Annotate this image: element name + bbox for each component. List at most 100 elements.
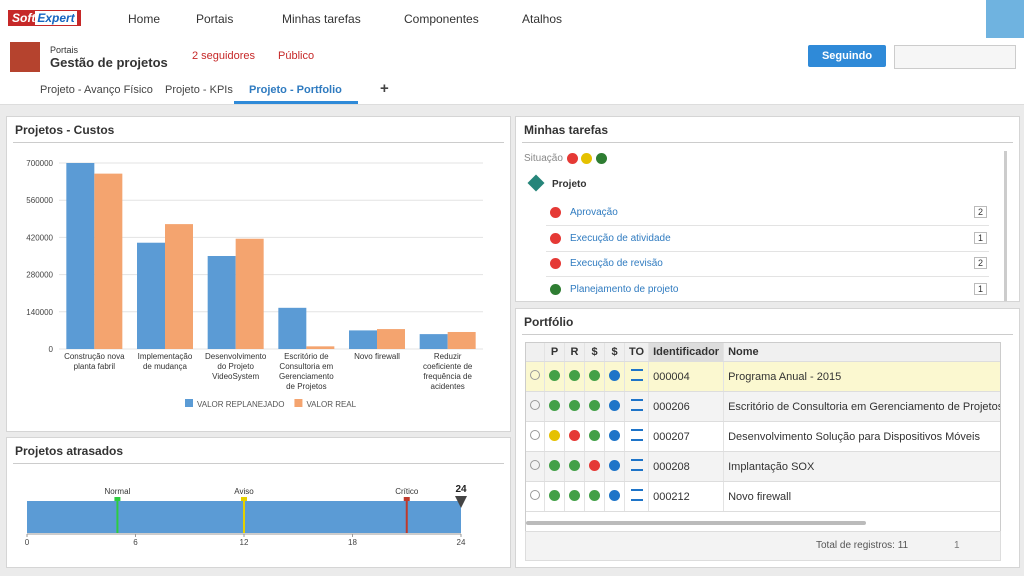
filter-label: Situação [524,153,563,164]
panel-title: Minhas tarefas [524,123,608,137]
visibility[interactable]: Público [278,50,314,62]
y-tick-label: 0 [49,345,54,354]
task-name: Execução de revisão [570,258,663,269]
y-tick-label: 420000 [26,233,53,242]
status-cell [545,482,565,512]
bar [448,332,476,349]
to-icon [631,399,643,411]
task-row[interactable]: Execução de atividade1 [546,226,989,252]
bar [420,334,448,349]
toolbar[interactable] [894,45,1016,69]
task-icon [550,258,561,269]
status-icon [549,400,560,411]
play-cell [605,482,625,512]
scrollbar[interactable] [1004,151,1007,301]
column-header[interactable]: $ [585,343,605,362]
status-cell [585,482,605,512]
page-number[interactable]: 1 [954,540,960,551]
grid-row[interactable]: 000206Escritório de Consultoria em Geren… [526,392,1001,422]
play-icon [609,400,620,411]
marker-label: Aviso [234,487,254,496]
total-records: Total de registros: 11 [816,540,908,551]
column-header[interactable]: TO [625,343,649,362]
add-tab[interactable]: + [380,80,389,97]
costs-panel: Projetos - Custos 0140000280000420000560… [6,116,511,432]
column-header[interactable]: $ [605,343,625,362]
followers[interactable]: 2 seguidores [192,50,255,62]
x-tick-label-box: Escritório de Consultoria em Gerenciamen… [271,352,342,402]
name: Desenvolvimento Solução para Dispositivo… [724,422,1001,452]
grid-row[interactable]: 000207Desenvolvimento Solução para Dispo… [526,422,1001,452]
radio[interactable] [530,400,540,410]
nav-item[interactable]: Home [128,12,160,26]
tab[interactable]: Projeto - KPIs [165,84,233,96]
task-row[interactable]: Aprovação2 [546,200,989,226]
marker-label: Crítico [395,487,419,496]
legend-label: VALOR REAL [306,400,356,409]
play-cell [605,452,625,482]
x-tick-label: 12 [240,538,249,547]
grid-row[interactable]: 000212Novo firewall [526,482,1001,512]
column-header[interactable]: R [565,343,585,362]
radio[interactable] [530,490,540,500]
logo[interactable]: SoftExpert [8,10,81,26]
nav-item[interactable]: Portais [196,12,233,26]
bar [377,329,405,349]
filter-icons[interactable] [567,153,607,167]
column-header[interactable]: Identificador [649,343,724,362]
to-cell [625,392,649,422]
task-row[interactable]: Execução de revisão2 [546,251,989,277]
task-icon [550,284,561,295]
radio[interactable] [530,430,540,440]
status-cell [585,422,605,452]
legend-swatch [185,399,193,407]
grid-row[interactable]: 000004Programa Anual - 2015 [526,362,1001,392]
grid-row[interactable]: 000208Implantação SOX [526,452,1001,482]
nav-item[interactable]: Atalhos [522,12,562,26]
status-icon [549,490,560,501]
task-name: Aprovação [570,207,618,218]
x-tick-label: Novo firewall [342,352,413,362]
breadcrumb[interactable]: Portais [50,45,78,55]
status-icon [589,430,600,441]
avatar[interactable] [986,0,1024,38]
status-icon [549,430,560,441]
top-nav: SoftExpert Home Portais Minhas tarefas C… [0,0,1024,39]
to-cell [625,482,649,512]
legend-label: VALOR REPLANEJADO [197,400,284,409]
tab[interactable]: Projeto - Portfolio [249,84,342,96]
task-icon [550,207,561,218]
bar [236,239,264,349]
marker-label: Normal [105,487,131,496]
x-tick-label-box: Construção nova planta fabril [59,352,130,402]
play-icon [609,490,620,501]
h-scrollbar[interactable] [526,521,866,525]
column-header[interactable]: Nome [724,343,1001,362]
x-tick-label: Desenvolvimento do Projeto VideoSystem [200,352,271,382]
select-cell [526,422,545,452]
select-cell [526,392,545,422]
nav-item[interactable]: Minhas tarefas [282,12,361,26]
name: Escritório de Consultoria em Gerenciamen… [724,392,1001,422]
task-name: Planejamento de projeto [570,284,678,295]
status-icon [589,400,600,411]
radio[interactable] [530,370,540,380]
tab[interactable]: Projeto - Avanço Físico [40,84,153,96]
task-row[interactable]: Planejamento de projeto1 [546,277,989,303]
status-icon [589,370,600,381]
project-name[interactable]: Projeto [552,179,586,190]
portal-icon [10,42,40,72]
costs-chart: 0140000280000420000560000700000Construçã… [7,141,510,431]
status-icon [549,370,560,381]
radio[interactable] [530,460,540,470]
follow-button[interactable]: Seguindo [808,45,886,67]
to-icon [631,459,643,471]
identifier: 000207 [649,422,724,452]
x-tick-label-box: Implementação de mudança [130,352,201,402]
logo-text: Soft [12,11,35,25]
column-header[interactable]: P [545,343,565,362]
to-icon [631,369,643,381]
nav-item[interactable]: Componentes [404,12,479,26]
to-cell [625,452,649,482]
x-tick-label: Implementação de mudança [130,352,201,372]
